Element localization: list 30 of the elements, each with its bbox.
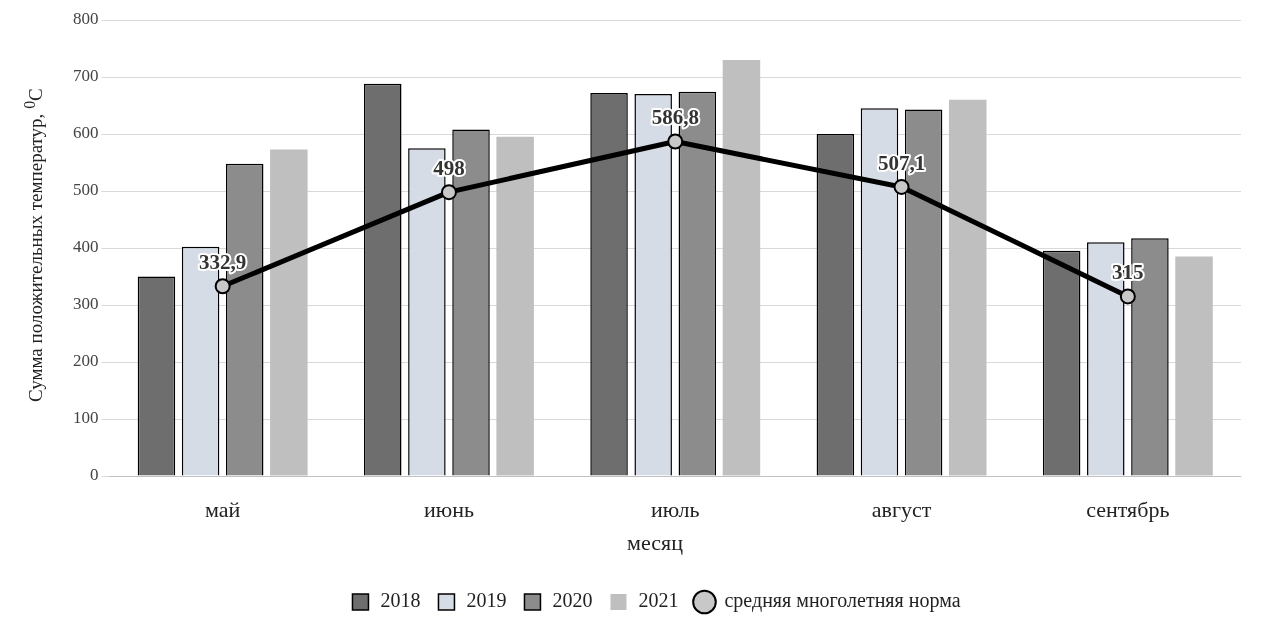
y-tick-label: 700 [73, 66, 99, 86]
y-tick-label: 100 [73, 408, 99, 428]
x-tick-label: июль [650, 496, 700, 522]
bar [722, 59, 761, 476]
point [214, 278, 231, 295]
x-tick-label: июнь [423, 496, 474, 522]
legend-label: 2020 [552, 589, 593, 612]
bar [270, 149, 308, 476]
bar [948, 99, 987, 476]
bar [1175, 256, 1213, 476]
y-tick-label: 600 [73, 123, 99, 143]
point [1119, 288, 1136, 305]
x-tick-label: сентябрь [1086, 496, 1170, 522]
point [893, 178, 910, 195]
point [440, 184, 457, 201]
y-tick-label: 200 [73, 351, 99, 371]
y-tick-label: 400 [73, 237, 99, 257]
x-tick-label: август [871, 496, 932, 522]
x-axis-title: месяц [626, 530, 684, 556]
bar [496, 136, 534, 476]
y-tick-label: 0 [90, 465, 99, 485]
y-tick-label: 800 [73, 9, 99, 29]
legend-label: 2021 [638, 589, 679, 612]
x-tick-label: май [204, 496, 241, 522]
y-tick-label: 300 [73, 294, 99, 314]
legend-label: средняя многолетняя норма [724, 589, 961, 613]
point [667, 133, 684, 150]
legend-label: 2018 [380, 589, 421, 612]
legend-label: 2019 [466, 589, 507, 612]
y-tick-label: 500 [73, 180, 99, 200]
